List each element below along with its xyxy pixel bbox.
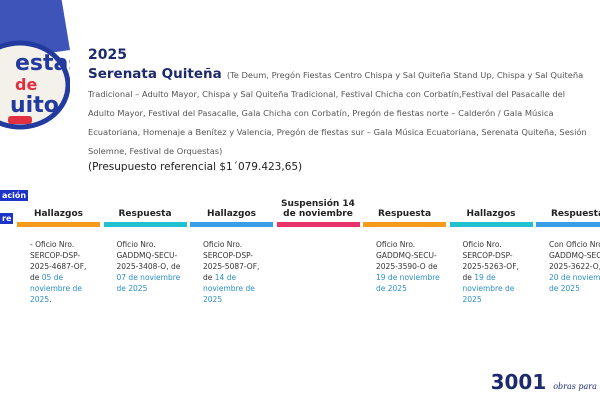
brand-number: 3001 [490,370,547,394]
step-text [276,227,361,239]
timeline-step: Hallazgos Oficio Nro. SERCOP-DSP-2025-52… [449,195,534,305]
step-text: Oficio Nro. GADDMQ-SECU-2025-3408-O, de … [103,227,188,294]
step-reference: Oficio Nro. GADDMQ-SECU-2025-3408-O, de [116,240,181,271]
step-text: Oficio Nro. SERCOP-DSP-2025-5087-OF, de … [189,227,274,305]
step-label: Respuesta [377,209,432,219]
step-bar [190,222,273,227]
step-suffix: . [49,295,52,304]
step-label: Suspensión 14 de noviembre [281,199,355,219]
step-date: 19 de noviembre de 2025 [376,273,440,293]
svg-text:de: de [15,75,37,94]
svg-text:uito: uito [10,93,59,118]
step-label: Respuesta [118,209,172,219]
step-reference: Oficio Nro. GADDMQ-SECU-2025-3590-O de [376,240,438,271]
step-text: Oficio Nro. GADDMQ-SECU-2025-3590-O de 1… [362,227,447,294]
timeline-step: Respuesta Oficio Nro. GADDMQ-SECU-2025-3… [362,195,447,294]
step-text: Con Oficio Nro. GADDMQ-SECU-2025-3622-O,… [535,227,600,294]
step-bar [103,222,187,227]
budget: (Presupuesto referencial $1´079.423,65) [88,161,303,173]
step-text: - Oficio Nro. SERCOP-DSP-2025-4687-OF, d… [16,227,101,305]
step-text: Oficio Nro. SERCOP-DSP-2025-5263-OF, de … [449,227,534,305]
step-label: Hallazgos [206,209,257,219]
side-tag: ación [0,190,29,201]
step-date: 19 de noviembre de 2025 [462,273,515,304]
timeline-step: Hallazgos - Oficio Nro. SERCOP-DSP-2025-… [16,195,101,305]
step-bar [536,222,600,227]
step-reference: - Oficio Nro. SERCOP-DSP-2025-4687-OF, d… [30,240,87,282]
step-date: 07 de noviembre de 2025 [116,273,181,293]
timeline-step: Respuesta Con Oficio Nro. GADDMQ-SECU-20… [535,195,600,294]
step-date: 05 de noviembre de 2025 [30,273,82,304]
step-reference: Oficio Nro. SERCOP-DSP-2025-5263-OF, de [462,240,519,282]
svg-text:estas: estas [15,51,70,76]
step-date: 20 de noviembre de 2025 [549,273,600,293]
side-tag: re [0,213,14,224]
brand-3001: 3001 obras para Q [491,370,600,394]
year: 2025 [88,47,127,63]
step-bar [363,222,446,227]
timeline-step: Suspensión 14 de noviembre [276,195,361,239]
event-list: (Te Deum, Pregón Fiestas Centro Chispa y… [88,70,587,156]
step-label: Hallazgos [33,209,84,219]
step-bar [449,222,533,227]
header: 2025 Serenata Quiteña (Te Deum, Pregón F… [88,47,593,173]
event-title: Serenata Quiteña [88,66,222,82]
step-date: 14 de noviembre de 2025 [203,273,255,304]
step-label: Hallazgos [466,209,516,219]
timeline-step: Hallazgos Oficio Nro. SERCOP-DSP-2025-50… [189,195,274,305]
step-label: Respuesta [550,209,600,219]
step-reference: Con Oficio Nro. GADDMQ-SECU-2025-3622-O,… [549,240,600,271]
step-bar [276,222,360,227]
step-bar [17,222,100,227]
step-reference: Oficio Nro. SERCOP-DSP-2025-5087-OF, de [203,240,260,282]
brand-tagline: obras para Q [553,382,600,391]
fiestas-de-quito-logo: estas de uito [0,0,70,130]
timeline-step: Respuesta Oficio Nro. GADDMQ-SECU-2025-3… [103,195,188,294]
